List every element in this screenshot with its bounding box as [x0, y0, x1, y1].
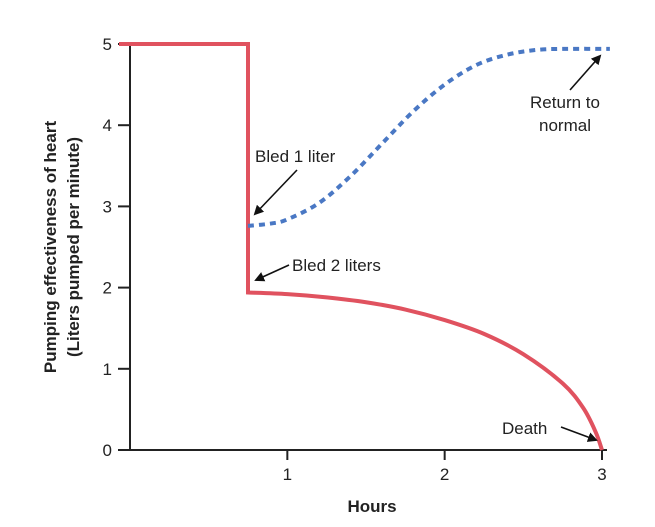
annotation-return-to-normal-line2: normal	[539, 116, 591, 135]
x-tick-label: 3	[597, 465, 606, 484]
y-tick-label: 0	[103, 441, 112, 460]
y-axis-ticks: 0 1 2 3 4 5	[103, 35, 130, 460]
arrow-return-to-normal	[569, 54, 602, 91]
arrow-bled-1-liter	[253, 169, 298, 216]
x-axis-ticks: 1 2 3	[283, 450, 607, 484]
y-tick-label: 2	[103, 279, 112, 298]
x-tick-label: 2	[440, 465, 449, 484]
annotation-bled-1-liter: Bled 1 liter	[255, 147, 336, 166]
y-tick-label: 5	[103, 35, 112, 54]
x-tick-label: 1	[283, 465, 292, 484]
annotation-bled-2-liters: Bled 2 liters	[292, 256, 381, 275]
annotation-death: Death	[502, 419, 547, 438]
y-tick-label: 1	[103, 360, 112, 379]
x-axis-title: Hours	[347, 497, 396, 516]
series-line-bled-1-liter	[247, 46, 610, 228]
annotation-return-to-normal-line1: Return to	[530, 93, 600, 112]
y-axis-title-line2: (Liters pumped per minute)	[64, 137, 83, 357]
arrow-death	[560, 426, 598, 442]
y-axis-title-line1: Pumping effectiveness of heart	[41, 121, 60, 374]
y-tick-label: 4	[103, 116, 112, 135]
y-tick-label: 3	[103, 197, 112, 216]
series-line-bled-2-liters	[118, 42, 604, 451]
arrow-bled-2-liters	[254, 264, 290, 282]
